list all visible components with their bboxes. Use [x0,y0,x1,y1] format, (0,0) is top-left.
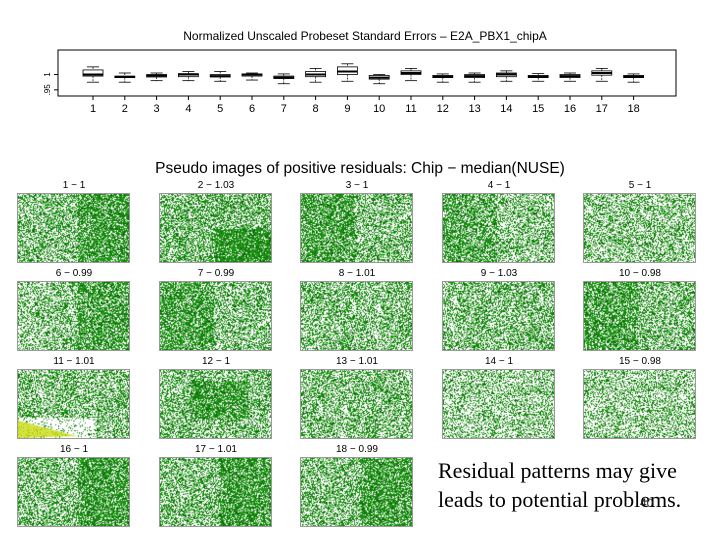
pseudo-image-panel [17,193,130,263]
pseudo-image-panel [300,193,413,263]
y-tick-label: .95 [43,84,52,96]
pseudo-image-panel [159,281,272,351]
pseudo-image-panel [442,369,555,439]
panel-label: 3 − 1 [345,180,369,191]
residual-image [301,282,412,350]
pseudo-image-panel [17,281,130,351]
pseudo-image-panel [159,457,272,527]
x-tick-label: 3 [154,103,160,115]
pseudo-image-panel [583,369,696,439]
x-tick-label: 6 [249,103,255,115]
slide-caption: Residual patterns may give leads to pote… [438,456,720,514]
panel-label: 11 − 1.01 [53,356,95,367]
x-tick-label: 17 [596,103,608,115]
x-tick-label: 2 [122,103,128,115]
pseudo-image-panel [159,369,272,439]
pseudo-image-panel [583,193,696,263]
x-tick-label: 11 [405,103,416,115]
x-tick-label: 7 [281,103,287,115]
pseudo-image-panel [300,369,413,439]
panel-label: 12 − 1 [201,356,231,367]
panel-label: 2 − 1.03 [197,180,235,191]
boxplot-frame [57,49,677,97]
x-tick-label: 12 [437,103,449,115]
pseudo-images-title: Pseudo images of positive residuals: Chi… [155,160,565,177]
panel-label: 17 − 1.01 [195,444,237,455]
x-tick-label: 13 [468,103,480,115]
boxplot-title: Normalized Unscaled Probeset Standard Er… [183,29,547,43]
residual-image [584,194,695,262]
x-tick-label: 16 [564,103,576,115]
panel-label: 13 − 1.01 [336,356,378,367]
residual-image [443,194,554,262]
y-tick-label: 1 [43,72,52,77]
x-tick-label: 10 [373,103,385,115]
residual-image [160,370,271,438]
caption-line-2: leads to potential problems. [438,487,682,512]
panel-label: 4 − 1 [487,180,511,191]
residual-image [18,194,129,262]
x-tick-label: 9 [344,103,350,115]
x-tick-label: 18 [627,103,639,115]
pseudo-image-panel [300,457,413,527]
panel-label: 9 − 1.03 [480,268,518,279]
x-tick-label: 8 [313,103,319,115]
x-tick-label: 14 [500,103,512,115]
residual-image [584,370,695,438]
panel-label: 5 − 1 [628,180,652,191]
residual-image [18,458,129,526]
x-tick-label: 1 [90,103,96,115]
residual-image [301,194,412,262]
residual-image [18,370,129,438]
residual-image [584,282,695,350]
panel-label: 16 − 1 [59,444,89,455]
pseudo-image-panel [300,281,413,351]
x-tick-label: 4 [185,103,191,115]
panel-label: 15 − 0.98 [619,356,661,367]
residual-image [160,458,271,526]
panel-label: 10 − 0.98 [619,268,661,279]
caption-line-1: Residual patterns may give [438,458,677,483]
residual-image [18,282,129,350]
page-number: 40 [640,496,654,510]
panel-label: 18 − 0.99 [336,444,378,455]
residual-image [160,282,271,350]
pseudo-image-panel [442,281,555,351]
panel-label: 7 − 0.99 [197,268,235,279]
residual-image [443,370,554,438]
residual-image [443,282,554,350]
pseudo-image-panel [17,369,130,439]
pseudo-image-panel [159,193,272,263]
residual-image [301,458,412,526]
box [82,69,104,77]
boxplot-chart: 1.951 2 3 4 5 6 7 8 9 10 11 12 13 14 15 16 17 18 [43,49,677,115]
x-tick-label: 15 [532,103,544,115]
pseudo-image-panel [442,193,555,263]
pseudo-image-panel [17,457,130,527]
panel-label: 8 − 1.01 [338,268,376,279]
residual-image [301,370,412,438]
panel-label: 6 − 0.99 [55,268,93,279]
pseudo-image-panel [583,281,696,351]
panel-label: 1 − 1 [62,180,86,191]
residual-image [160,194,271,262]
x-tick-label: 5 [217,103,223,115]
panel-label: 14 − 1 [484,356,514,367]
